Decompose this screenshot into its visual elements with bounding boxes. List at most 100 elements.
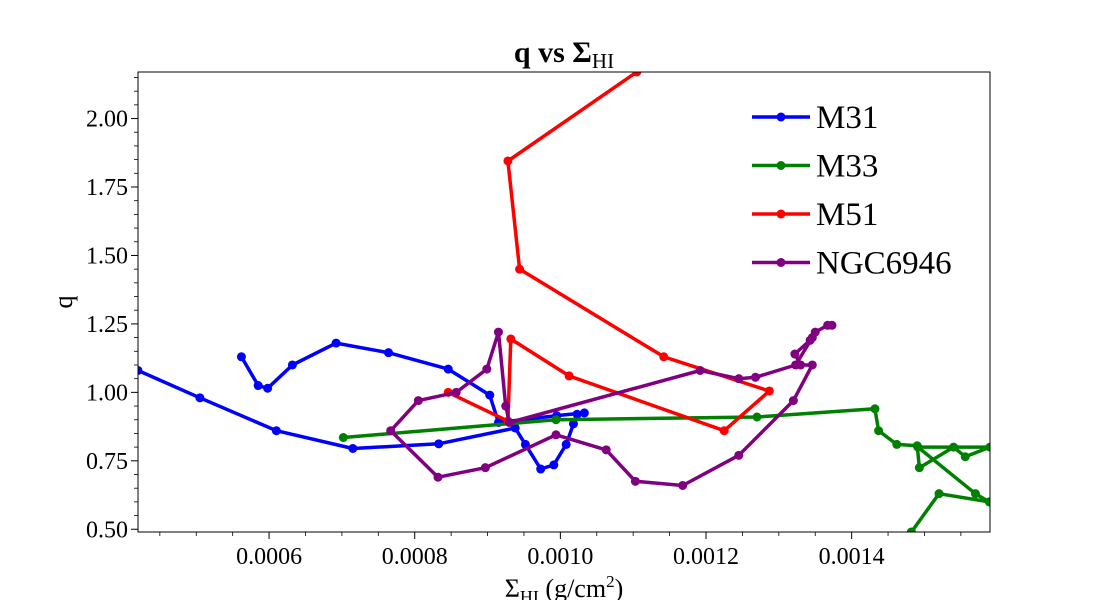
data-point-m31 <box>384 348 394 358</box>
legend: M31 M33 M51 NGC6946 <box>752 100 952 282</box>
data-point-m33 <box>906 527 916 532</box>
y-tick-label: 1.50 <box>86 243 128 269</box>
data-point-ngc6946 <box>551 430 561 440</box>
data-point-m31 <box>236 352 246 362</box>
data-point-m31 <box>263 383 273 393</box>
data-point-m31 <box>271 426 281 436</box>
data-point-ngc6946 <box>480 463 490 473</box>
data-point-m51 <box>719 426 729 436</box>
data-point-m51 <box>515 264 525 274</box>
data-point-ngc6946 <box>734 450 744 460</box>
data-point-m51 <box>659 352 669 362</box>
y-tick-label: 1.00 <box>86 380 128 406</box>
data-point-m51 <box>506 334 516 344</box>
data-point-ngc6946 <box>695 365 705 375</box>
data-point-ngc6946 <box>807 333 817 343</box>
data-point-ngc6946 <box>504 417 514 427</box>
x-axis-title-main: Σ <box>505 574 520 600</box>
data-point-m33 <box>898 538 907 547</box>
series-m33 <box>338 404 990 547</box>
data-point-m51 <box>764 386 774 396</box>
data-point-ngc6946 <box>601 445 611 455</box>
data-point-m31 <box>348 443 358 453</box>
x-axis-title-sup: 2 <box>606 572 615 591</box>
data-point-m33 <box>892 439 902 449</box>
legend-item-m33: M33 <box>752 149 878 185</box>
data-point-m33 <box>960 452 970 462</box>
x-axis-title-sub: HI <box>520 587 539 600</box>
plot-frame <box>137 71 991 533</box>
data-point-ngc6946 <box>823 320 833 330</box>
data-point-ngc6946 <box>630 476 640 486</box>
x-tick-label: 0.0008 <box>382 544 448 570</box>
data-point-m31 <box>561 439 571 449</box>
legend-marker <box>776 161 786 170</box>
legend-item-m51: M51 <box>752 197 878 233</box>
legend-label: M51 <box>816 197 878 233</box>
data-point-m31 <box>138 365 143 375</box>
tick-layer: 0.0006 0.0008 0.0010 0.0012 0.0014 0.50 0.75 1.… <box>86 77 962 570</box>
data-point-m33 <box>970 489 980 499</box>
data-point-m33 <box>338 433 348 443</box>
y-tick-label: 0.50 <box>86 517 128 543</box>
data-point-m31 <box>579 408 589 418</box>
data-point-ngc6946 <box>386 426 396 436</box>
legend-marker <box>776 112 786 122</box>
data-point-m33 <box>914 463 924 473</box>
legend-item-ngc6946: NGC6946 <box>752 246 952 282</box>
data-point-m31 <box>434 439 444 449</box>
data-point-ngc6946 <box>791 360 801 370</box>
data-point-ngc6946 <box>790 349 800 359</box>
data-point-m33 <box>934 489 944 499</box>
data-point-m31 <box>510 423 520 433</box>
plot-background <box>138 72 990 532</box>
data-point-m33 <box>984 497 990 507</box>
data-point-ngc6946 <box>451 387 461 397</box>
y-tick-label: 1.75 <box>86 175 128 201</box>
data-point-m31 <box>195 393 205 403</box>
data-point-ngc6946 <box>433 472 443 482</box>
y-tick-label: 2.00 <box>86 107 128 133</box>
data-point-m31 <box>536 464 546 474</box>
data-point-m51 <box>651 46 660 55</box>
x-tick-label: 0.0014 <box>819 544 885 570</box>
y-tick-label: 1.25 <box>86 312 128 338</box>
data-point-ngc6946 <box>482 364 492 374</box>
data-point-m31 <box>443 364 453 374</box>
data-point-ngc6946 <box>501 401 511 411</box>
data-point-m33 <box>874 426 884 436</box>
legend-marker <box>776 209 786 219</box>
data-point-m33 <box>870 404 880 414</box>
chart-title-main: q vs Σ <box>514 36 592 69</box>
legend-label: M31 <box>816 100 878 136</box>
y-axis-title: q <box>49 296 78 309</box>
legend-label: NGC6946 <box>816 246 952 282</box>
data-point-m31 <box>331 338 341 348</box>
data-point-m33 <box>913 442 923 452</box>
x-tick-label: 0.0010 <box>527 544 593 570</box>
data-point-m33 <box>949 442 959 452</box>
data-point-m31 <box>485 390 495 400</box>
data-point-m31 <box>287 360 297 370</box>
data-point-ngc6946 <box>413 396 423 406</box>
data-point-ngc6946 <box>751 372 761 382</box>
chart-title-sub: HI <box>592 49 614 73</box>
x-axis-title: ΣHI (g/cm2) <box>505 572 623 600</box>
x-axis-title-close: ) <box>615 574 624 600</box>
data-point-m31 <box>572 409 582 419</box>
data-point-m33 <box>752 412 762 422</box>
legend-item-m31: M31 <box>752 100 878 136</box>
data-point-m51 <box>503 156 513 166</box>
series-layer <box>138 46 990 547</box>
data-point-m31 <box>568 419 578 429</box>
chart-title: q vs ΣHI <box>514 36 614 73</box>
x-axis-title-units: (g/cm <box>539 574 606 600</box>
series-ngc6946 <box>386 320 837 490</box>
legend-label: M33 <box>816 149 878 185</box>
data-point-m31 <box>253 381 263 391</box>
data-point-m51 <box>564 371 574 381</box>
data-point-m33 <box>551 415 561 425</box>
legend-marker <box>776 258 786 267</box>
data-point-m33 <box>985 442 990 452</box>
